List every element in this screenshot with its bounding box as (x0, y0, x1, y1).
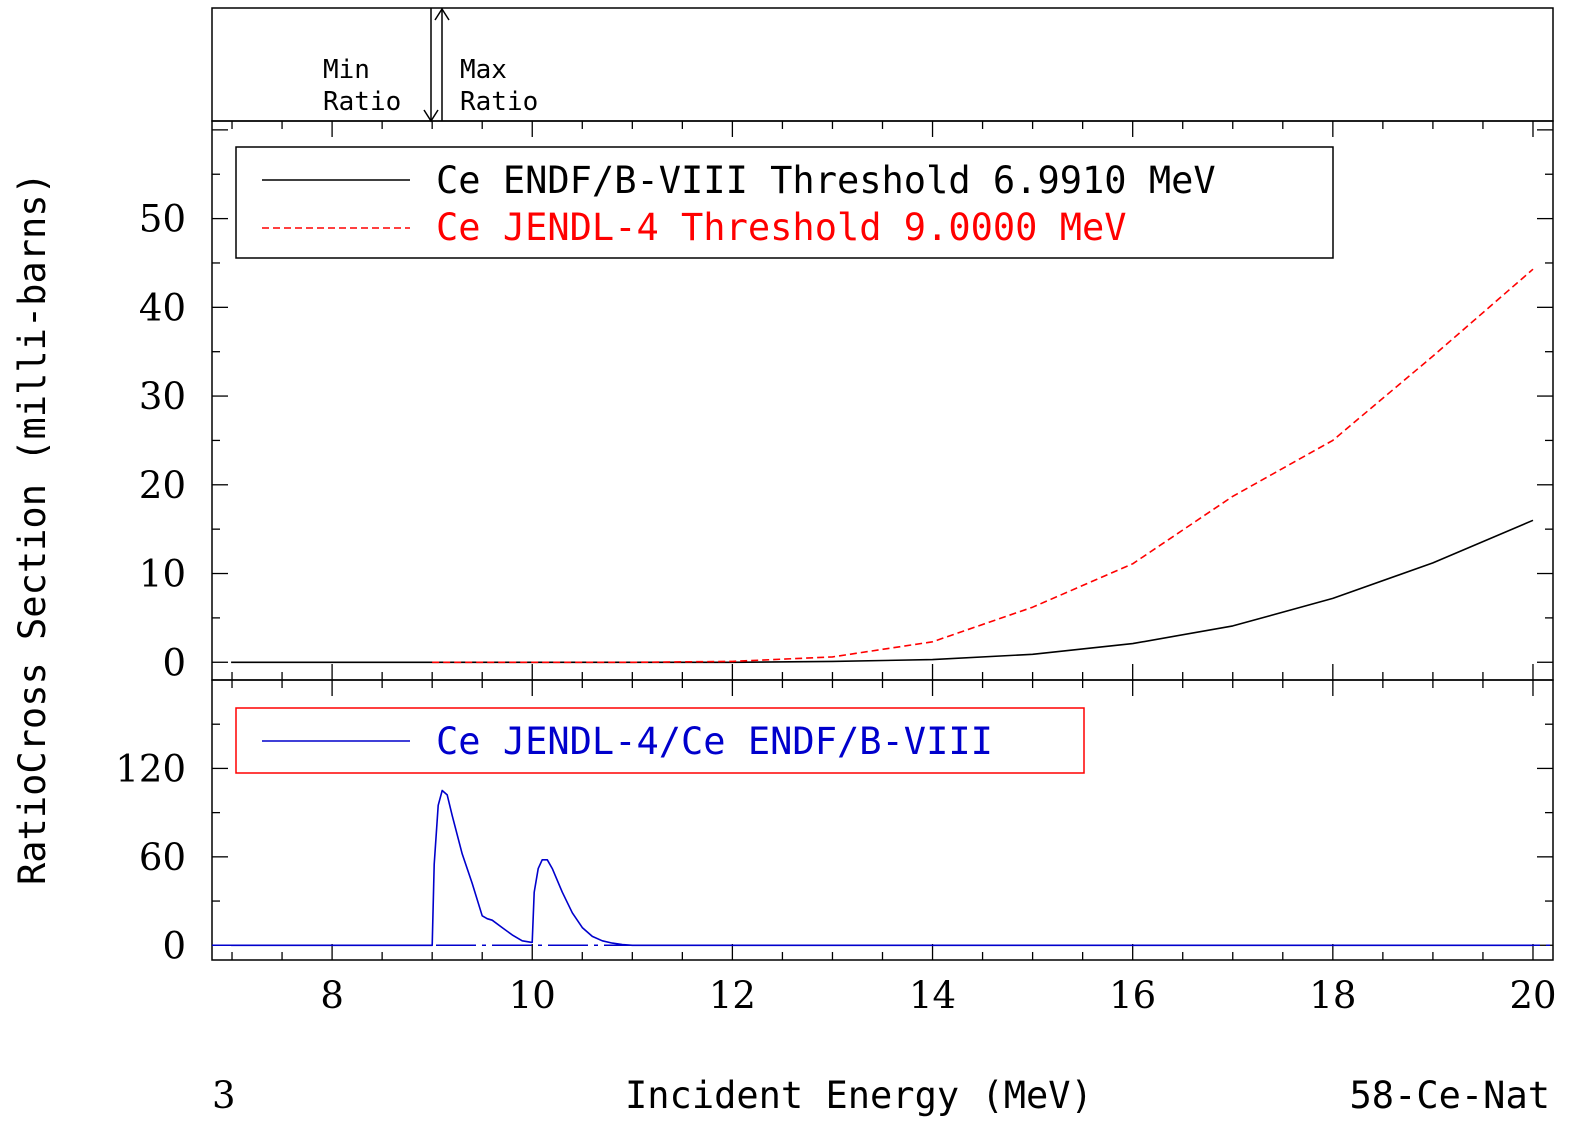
legend-label-endf: Ce ENDF/B-VIII Threshold 6.9910 MeV (436, 159, 1216, 202)
y-tick-label-cs: 30 (139, 375, 186, 418)
cross-section-legend-box (235, 146, 1334, 259)
y-tick-label-ratio: 0 (162, 924, 186, 967)
max-ratio-label-1: Max (460, 55, 507, 85)
x-axis-label: Incident Energy (MeV) (625, 1074, 1093, 1117)
series-line-cs-0 (231, 519, 1534, 664)
x-tick-label: 14 (909, 974, 956, 1017)
min-ratio-label-1: Min (323, 55, 370, 85)
ratio-band-frame (211, 7, 1554, 122)
footer-right-isotope: 58-Ce-Nat (1350, 1074, 1550, 1117)
y-tick-label-ratio: 60 (139, 836, 186, 879)
x-tick-label: 12 (709, 974, 756, 1017)
y-tick-label-cs: 10 (139, 553, 186, 596)
legend-label-ratio: Ce JENDL-4/Ce ENDF/B-VIII (436, 720, 993, 763)
cross-section-ticks (212, 121, 1553, 680)
y-tick-label-cs: 20 (139, 464, 186, 507)
cross-section-series (231, 268, 1534, 664)
x-tick-label: 20 (1509, 974, 1556, 1017)
legend-label-jendl: Ce JENDL-4 Threshold 9.0000 MeV (436, 206, 1127, 249)
max-ratio-label-2: Ratio (460, 87, 538, 117)
y-tick-label-cs: 40 (139, 286, 186, 329)
y-tick-label-cs: 50 (139, 198, 186, 241)
max-ratio-arrow-icon (434, 7, 450, 21)
y-tick-label-ratio: 120 (115, 747, 186, 790)
series-line-ratio-0 (231, 789, 1533, 947)
series-line-cs-1 (432, 268, 1534, 664)
x-tick-label: 18 (1309, 974, 1356, 1017)
y-axis-label: RatioCross Section (milli-barns) (11, 172, 54, 885)
ratio-series (212, 789, 1553, 947)
x-tick-label: 16 (1109, 974, 1156, 1017)
x-tick-label: 10 (509, 974, 556, 1017)
y-tick-label-cs: 0 (162, 641, 186, 684)
ratio-band-indicator (423, 7, 450, 123)
min-ratio-label-2: Ratio (323, 87, 401, 117)
tick-labels: 0 10 20 30 40 50 0 60 120 8 10 12 14 16 18 20 (115, 198, 1556, 1017)
min-ratio-arrow-icon (423, 109, 439, 123)
x-tick-label: 8 (320, 974, 344, 1017)
footer-left-number: 3 (212, 1074, 236, 1117)
